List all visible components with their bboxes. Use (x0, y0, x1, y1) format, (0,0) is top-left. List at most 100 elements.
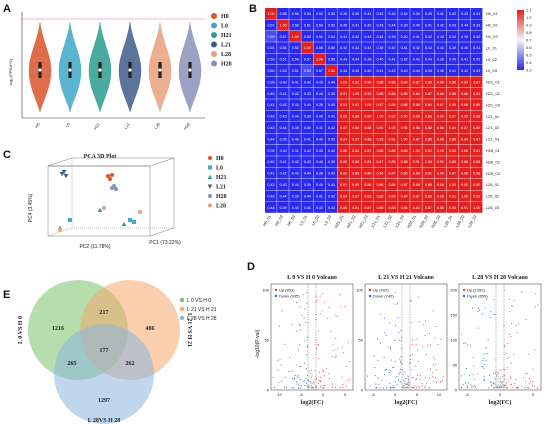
volcano-point-down (460, 333, 462, 335)
heatmap-cell (458, 156, 471, 168)
heatmap-cell (337, 179, 350, 190)
heatmap-cell-value: 0.39 (316, 103, 323, 107)
heatmap-cell (458, 42, 471, 54)
heatmap-row-labels: H0_01 H0_02 H0_03 L0_01 L0_02 L0_03 H21_01 H21_… (486, 11, 501, 210)
volcano-point-up (534, 306, 536, 308)
heatmap-cell (325, 8, 338, 19)
heatmap-cell (434, 110, 447, 122)
volcano-point-down (380, 387, 382, 389)
heatmap-cell-value: 0.51 (292, 69, 299, 73)
heatmap-cell-value: 0.39 (304, 115, 311, 119)
volcano-point-down (391, 387, 393, 389)
volcano-point-up (331, 383, 333, 385)
volcano-point-down (483, 353, 485, 355)
volcano-point-up (503, 386, 505, 388)
volcano-point-up (323, 375, 325, 377)
volcano-frame (364, 283, 448, 391)
heatmap-cell (325, 30, 338, 42)
volcano-point-up (322, 369, 324, 371)
volcano-point-ns (308, 370, 310, 372)
pca-legend-swatch-L28 (208, 203, 212, 208)
volcano-xtick: -10 (276, 392, 283, 397)
heatmap-cell-value: 0.86 (352, 160, 359, 164)
violin-legend-label-L28: L28 (221, 52, 231, 58)
heatmap-cell (325, 144, 338, 156)
volcano-point-down (299, 387, 301, 389)
heatmap-cell-value: 0.87 (413, 194, 420, 198)
volcano-point-down (481, 313, 483, 315)
violin-legend-label-H0: H0 (221, 14, 229, 20)
volcano-ytick: 150 (450, 312, 457, 317)
heatmap-row-label: H21_01 (486, 80, 501, 85)
heatmap-cell-value: 0.86 (364, 172, 371, 176)
volcano-legend-down-swatch (368, 294, 372, 298)
volcano-point-up (532, 368, 534, 370)
heatmap-cell-value: 0.87 (352, 194, 359, 198)
volcano-ytick: 0 (455, 387, 458, 392)
venn-legend-a: L 0 VS H 0 (187, 298, 211, 304)
heatmap-cell-value: 1.00 (376, 115, 383, 119)
volcano-point-ns (310, 382, 312, 384)
heatmap-cell (361, 99, 374, 111)
heatmap-cell (434, 99, 447, 111)
heatmap-cell (289, 201, 301, 213)
heatmap-cell (289, 19, 301, 31)
pca-axis-pc1: PC1 (73.22%) (149, 240, 181, 246)
heatmap-cell (422, 110, 434, 122)
heatmap-cell-value: 0.44 (268, 137, 275, 141)
volcano-point-ns (403, 380, 405, 382)
heatmap-colorbar-tick: 0.9 (526, 23, 532, 28)
heatmap-cell (398, 76, 410, 88)
volcano-point-up (410, 321, 412, 323)
volcano-point-up (409, 362, 411, 364)
pca-axis-pc2: PC2 (11.78%) (79, 244, 110, 250)
heatmap-cell-value: 0.85 (449, 103, 456, 107)
violin-tick-labels: H0 L0 H21 L21 L28 H28 (34, 121, 191, 131)
heatmap-col-label: H0_01 (262, 214, 273, 227)
volcano-point-down (468, 374, 471, 376)
volcano-point-up (523, 376, 525, 378)
heatmap-cell (446, 156, 459, 168)
volcano-point-down (465, 382, 467, 384)
volcano-point-down (383, 317, 385, 319)
venn-legend-b: L 21 VS H 21 (187, 307, 217, 313)
heatmap-cell-value: 0.50 (268, 69, 275, 73)
volcano-point-down (299, 365, 301, 367)
heatmap-cell (386, 30, 398, 42)
heatmap-cell-value: 1.00 (304, 46, 311, 50)
volcano-point-down (401, 337, 403, 339)
heatmap-cell (325, 65, 338, 76)
heatmap-cell-value: 0.42 (268, 183, 275, 187)
heatmap-col-label: L0_03 (323, 214, 333, 227)
volcano-point-down (390, 359, 392, 361)
heatmap-cell-value: 0.91 (389, 137, 396, 141)
heatmap-cell-value: 0.85 (376, 149, 383, 153)
volcano-point-down (479, 309, 481, 312)
volcano-point-ns (498, 384, 500, 386)
heatmap-cell (361, 53, 374, 65)
heatmap-cell (301, 53, 313, 65)
heatmap-cell (337, 122, 350, 133)
heatmap-cell (301, 133, 313, 145)
heatmap-cell (277, 156, 289, 168)
volcano-point-down (483, 368, 485, 370)
volcano-point-up (535, 293, 537, 295)
heatmap-cell-value: 0.86 (473, 103, 480, 107)
volcano-legend-up-swatch (368, 288, 372, 292)
heatmap-cell-value: 0.39 (328, 160, 335, 164)
volcano-point-up (532, 381, 534, 383)
heatmap-cell (398, 110, 410, 122)
heatmap-cell-value: 0.41 (316, 126, 323, 130)
volcano-xtick: -5 (299, 392, 303, 397)
heatmap-cell-value: 0.44 (437, 46, 444, 50)
heatmap-cell-value: 0.44 (425, 58, 432, 62)
heatmap-cell-value: 0.87 (473, 80, 480, 84)
volcano-point-down (474, 384, 476, 386)
heatmap-cell-value: 0.88 (425, 183, 432, 187)
heatmap-cell (398, 8, 410, 19)
heatmap-cell (386, 87, 398, 99)
heatmap-cell-value: 0.85 (364, 137, 371, 141)
heatmap-cell (422, 19, 434, 31)
heatmap-cell-value: 0.52 (292, 46, 299, 50)
heatmap-cell (458, 110, 471, 122)
